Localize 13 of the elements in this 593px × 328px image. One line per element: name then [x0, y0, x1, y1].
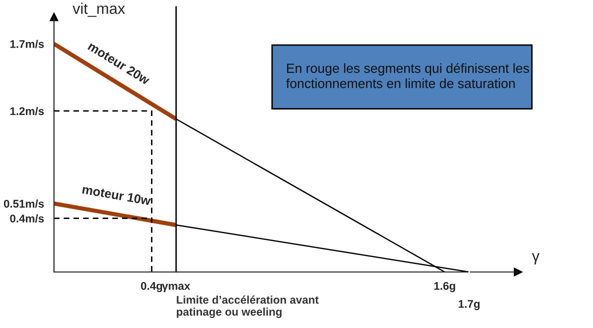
y-tick-label: 1.2m/s	[10, 106, 44, 116]
text: Limite d’accélération avant patinage ou weeling	[176, 296, 319, 318]
y-tick-label: 0.51m/s	[4, 200, 44, 208]
y-tick-label: 1.7m/s	[10, 40, 44, 48]
y-axis-title: vit_max	[72, 2, 126, 17]
annotation: En rouge les segments qui définissent les fonctionnements en limite de saturation	[286, 63, 530, 88]
x-tick-label: γmax	[162, 284, 190, 292]
x-tick-label: 1.6g	[434, 282, 456, 292]
annotation: 1.7g	[458, 300, 480, 310]
x-tick-label: 0.4g	[141, 282, 162, 292]
text: moteur 10w	[82, 184, 152, 206]
y-tick-label: 0.4m/s	[10, 214, 44, 223]
x-axis-title: γ	[532, 253, 540, 264]
